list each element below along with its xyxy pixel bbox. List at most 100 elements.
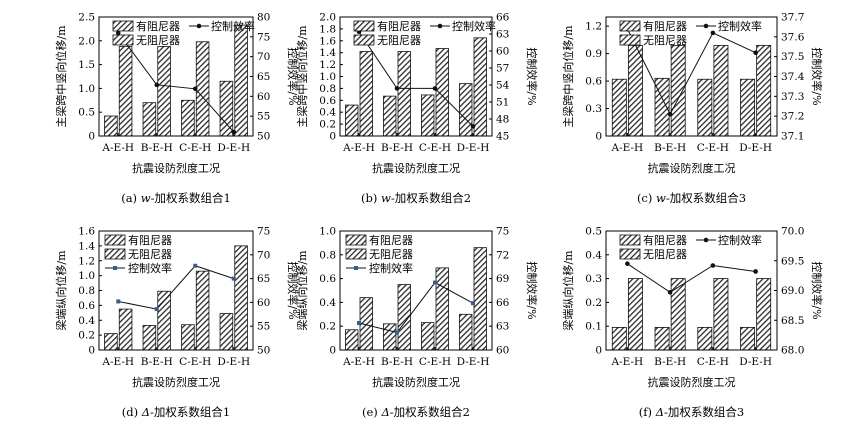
bar-without-damper xyxy=(435,48,449,137)
efficiency-point xyxy=(667,111,673,117)
legend-marker-efficiency xyxy=(354,266,358,270)
right-axis-tick-label: 75 xyxy=(257,226,270,238)
bar-without-damper xyxy=(195,41,210,137)
right-axis-tick-label: 63 xyxy=(496,321,509,333)
caption-symbol: w xyxy=(381,191,391,205)
left-axis-tick-label: 0.3 xyxy=(585,273,602,285)
caption-symbol: w xyxy=(656,191,666,205)
bar-with-damper xyxy=(345,329,359,351)
right-axis-title: 控制效率/% xyxy=(525,47,539,105)
caption-symbol: Δ xyxy=(655,405,664,419)
x-axis-title: 抗震设防烈度工况 xyxy=(132,375,220,389)
left-axis-tick-label: 0.2 xyxy=(319,119,336,131)
right-axis-tick-label: 51 xyxy=(496,97,509,109)
x-axis-title: 抗震设防烈度工况 xyxy=(132,161,220,175)
left-axis-tick-label: 0.4 xyxy=(319,297,336,309)
x-axis-tick-label: B-E-H xyxy=(381,142,413,154)
efficiency-point xyxy=(753,50,758,55)
left-axis-tick-label: 1.0 xyxy=(78,83,95,95)
bar-with-damper xyxy=(383,323,397,351)
x-axis-tick-label: B-E-H xyxy=(381,356,413,368)
left-axis-title: 梁端纵向位移/m xyxy=(295,250,309,331)
right-axis-tick-label: 70.0 xyxy=(781,226,804,238)
left-axis-tick-label: 1.5 xyxy=(78,59,95,71)
left-axis-tick-label: 0.1 xyxy=(585,321,602,333)
bar-with-damper xyxy=(104,115,118,137)
right-axis-tick-label: 37.7 xyxy=(781,12,804,24)
efficiency-point xyxy=(471,301,475,306)
right-axis-tick-label: 69 xyxy=(496,273,509,285)
left-axis-tick-label: 1.0 xyxy=(319,71,336,83)
caption-suffix: -加权系数组合1 xyxy=(150,405,230,419)
right-axis-tick-label: 66 xyxy=(496,12,510,24)
x-axis-tick-label: C-E-H xyxy=(179,356,211,368)
bar-with-damper xyxy=(142,325,157,351)
bar-with-damper xyxy=(142,102,157,137)
bar-without-damper xyxy=(234,24,248,137)
legend-swatch-without-damper xyxy=(619,34,641,46)
left-axis-tick-label: 0.2 xyxy=(319,321,336,333)
efficiency-line xyxy=(626,28,756,116)
left-axis-tick-label: 0.2 xyxy=(78,330,95,342)
chart-panel-f: 0 0.1 0.2 0.3 0.4 0.5 68.0 68.5 69.0 69.5 70.0 A-E-… xyxy=(561,226,824,420)
legend-label-efficiency: 控制效率 xyxy=(718,233,762,247)
legend-swatch-with-damper xyxy=(619,234,641,246)
efficiency-point xyxy=(394,86,400,91)
bar-without-damper xyxy=(118,46,133,137)
legend-label-with-damper: 有阻尼器 xyxy=(136,19,180,33)
right-axis-tick-label: 63 xyxy=(496,29,509,41)
right-axis-tick-label: 75 xyxy=(496,226,509,238)
bar-with-damper xyxy=(611,326,627,351)
efficiency-point xyxy=(116,299,121,304)
legend-label-efficiency: 控制效率 xyxy=(718,19,762,33)
right-axis-tick-label: 65 xyxy=(257,71,270,83)
legend-swatch-without-damper xyxy=(345,248,367,260)
left-axis-tick-label: 0.8 xyxy=(319,83,336,95)
efficiency-point xyxy=(154,307,159,312)
right-axis-tick-label: 68.5 xyxy=(781,315,804,327)
bar-without-damper xyxy=(473,37,487,137)
bar-without-damper xyxy=(670,278,686,351)
left-axis-tick-label: 0.2 xyxy=(585,297,602,309)
right-axis-tick-label: 72 xyxy=(496,249,509,261)
efficiency-point xyxy=(470,124,476,129)
right-axis-tick-label: 75 xyxy=(257,31,270,43)
left-axis-tick-label: 0.6 xyxy=(319,95,336,107)
panel-caption: (f) Δ-加权系数组合3 xyxy=(639,405,744,419)
left-axis-tick-label: 1.4 xyxy=(78,240,95,252)
x-axis-tick-label: B-E-H xyxy=(141,356,173,368)
right-axis-tick-label: 45 xyxy=(496,131,509,143)
bar-with-damper xyxy=(740,78,756,137)
x-axis-title: 抗震设防烈度工况 xyxy=(648,375,736,389)
efficiency-point xyxy=(231,129,237,135)
legend-label-without-damper: 无阻尼器 xyxy=(643,34,687,47)
efficiency-line xyxy=(358,281,474,334)
x-axis-title: 抗震设防烈度工况 xyxy=(648,161,736,175)
panel-caption: (e) Δ-加权系数组合2 xyxy=(362,405,470,419)
x-axis-tick-label: A-E-H xyxy=(611,356,644,368)
legend-label-efficiency: 控制效率 xyxy=(452,19,496,33)
x-axis-tick-label: B-E-H xyxy=(654,356,686,368)
right-axis-tick-label: 37.3 xyxy=(781,91,804,103)
x-axis-tick-label: D-E-H xyxy=(457,356,490,368)
bar-without-damper xyxy=(195,270,210,351)
bar-with-damper xyxy=(654,326,670,351)
caption-symbol: Δ xyxy=(380,405,389,419)
efficiency-point xyxy=(625,261,630,267)
bar-without-damper xyxy=(234,245,248,351)
legend-label-without-damper: 无阻尼器 xyxy=(136,34,180,47)
efficiency-point xyxy=(192,86,198,92)
right-axis-title: 控制效率/% xyxy=(286,47,300,105)
caption-prefix: (f) xyxy=(639,405,656,419)
left-axis-tick-label: 1.6 xyxy=(319,35,336,47)
x-axis-tick-label: D-E-H xyxy=(457,142,490,154)
left-axis-tick-label: 1.6 xyxy=(78,226,95,238)
left-axis-title: 梁端纵向位移/m xyxy=(561,250,575,331)
x-axis-tick-label: D-E-H xyxy=(739,356,772,368)
bar-with-damper xyxy=(740,326,756,351)
x-axis-tick-label: A-E-H xyxy=(101,356,134,368)
x-axis-tick-label: C-E-H xyxy=(419,142,451,154)
bar-with-damper xyxy=(181,99,195,137)
